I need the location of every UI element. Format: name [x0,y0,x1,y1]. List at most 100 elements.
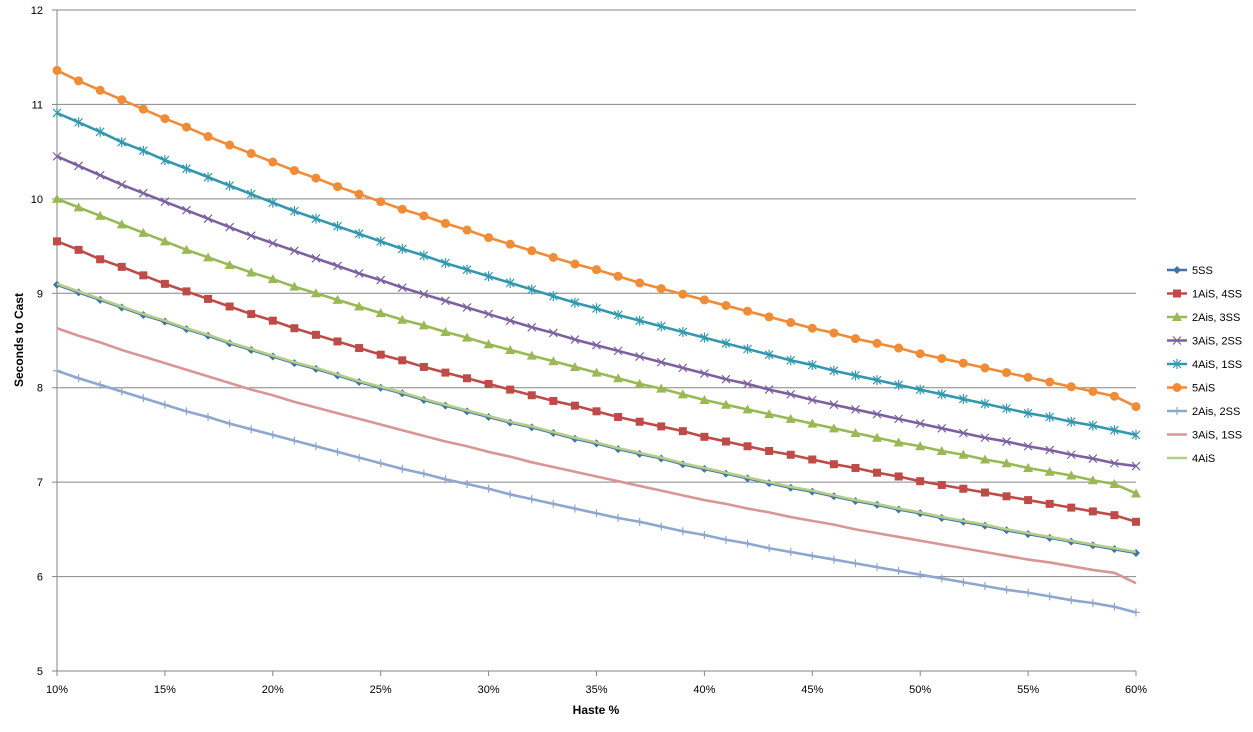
data-point-marker [160,400,169,409]
data-point-marker [873,468,882,477]
data-point-marker [937,480,946,489]
data-point-marker [1110,602,1119,611]
data-point-marker [333,337,342,346]
data-point-marker [182,407,191,416]
data-point-marker [591,367,602,377]
data-point-marker [613,310,623,321]
data-point-marker [52,65,62,75]
data-point-marker [246,231,256,241]
legend-label: 5SS [1192,265,1213,277]
data-point-marker [247,310,256,319]
data-point-marker [635,417,644,426]
y-tick-label: 8 [37,383,43,395]
data-point-marker [807,323,817,333]
data-point-marker [1172,359,1182,369]
y-axis-title: Seconds to Cast [12,293,26,387]
data-point-marker [74,117,84,128]
data-point-marker [268,238,278,248]
x-tick-label: 25% [370,684,392,696]
data-point-marker [333,221,342,232]
data-point-marker [829,365,839,376]
data-point-marker [807,360,817,371]
data-point-marker [743,306,753,316]
axes: 5 6 7 8 9 10 11 12 10% 15% 20% 25% 30% 35% 40% 45% 50% 55… [31,5,1147,696]
data-point-marker [225,419,234,428]
legend-label: 4AiS, 1SS [1192,359,1242,371]
series-4ais-1ss [52,107,1141,440]
data-point-marker [1002,368,1012,378]
data-point-marker [440,327,451,337]
data-point-marker [246,149,256,159]
legend-item: 5AiS [1167,383,1215,395]
data-point-marker [527,391,536,400]
data-point-marker [1172,336,1182,345]
data-point-marker [721,437,730,446]
data-point-marker [829,328,839,338]
data-point-marker [743,379,752,389]
gridlines [57,9,1136,672]
data-point-marker [850,428,861,438]
data-point-marker [850,334,860,344]
data-point-marker [979,454,990,464]
data-point-marker [181,244,192,254]
data-point-marker [117,180,127,190]
data-point-marker [73,202,84,212]
legend-item: 4AiS [1167,453,1215,465]
data-point-marker [1131,488,1141,498]
data-point-marker [765,544,774,553]
data-point-marker [95,210,106,220]
data-point-marker [548,291,558,302]
data-point-marker [894,472,903,481]
data-point-marker [484,379,493,388]
data-point-marker [678,527,687,536]
data-point-marker [376,275,386,285]
data-point-marker [1132,517,1140,526]
data-point-marker [419,289,429,299]
y-tick-label: 9 [37,288,43,300]
data-point-marker [937,423,947,433]
data-point-marker [462,264,472,275]
data-point-marker [872,375,882,386]
legend-label: 2Ais, 2SS [1192,406,1240,418]
data-point-marker [311,442,320,451]
x-tick-label: 15% [154,684,176,696]
data-point-marker [614,412,623,421]
data-point-marker [829,400,839,410]
data-point-marker [484,271,494,282]
data-point-marker [440,218,450,228]
series-3ais-1ss [56,326,1137,585]
data-point-marker [678,289,688,299]
data-point-marker [786,450,795,459]
data-point-marker [851,405,860,414]
data-point-marker [635,278,645,288]
data-point-marker [526,350,537,360]
y-tick-label: 7 [37,477,43,489]
data-point-marker [246,189,256,200]
data-point-marker [52,151,62,161]
data-point-marker [959,578,968,587]
data-point-marker [657,522,666,531]
data-point-marker [613,373,624,383]
data-point-marker [203,252,214,262]
data-point-marker [1045,411,1055,422]
data-point-marker [181,122,191,132]
legend-item: 2Ais, 3SS [1167,312,1240,324]
legend-label: 3AiS, 2SS [1192,336,1242,348]
series-line [56,326,1137,585]
data-point-marker [419,469,428,478]
data-point-marker [570,335,580,344]
data-point-marker [1173,407,1181,415]
data-point-marker [462,332,473,342]
data-point-marker [1109,425,1119,436]
x-tick-label: 30% [478,684,500,696]
data-point-marker [592,340,601,350]
data-point-marker [721,535,730,544]
data-point-marker [678,327,688,338]
data-point-marker [700,531,709,540]
data-point-marker [936,445,947,455]
data-point-marker [958,394,968,405]
data-point-marker [1109,479,1120,489]
x-tick-label: 50% [909,684,931,696]
data-point-marker [785,413,796,423]
